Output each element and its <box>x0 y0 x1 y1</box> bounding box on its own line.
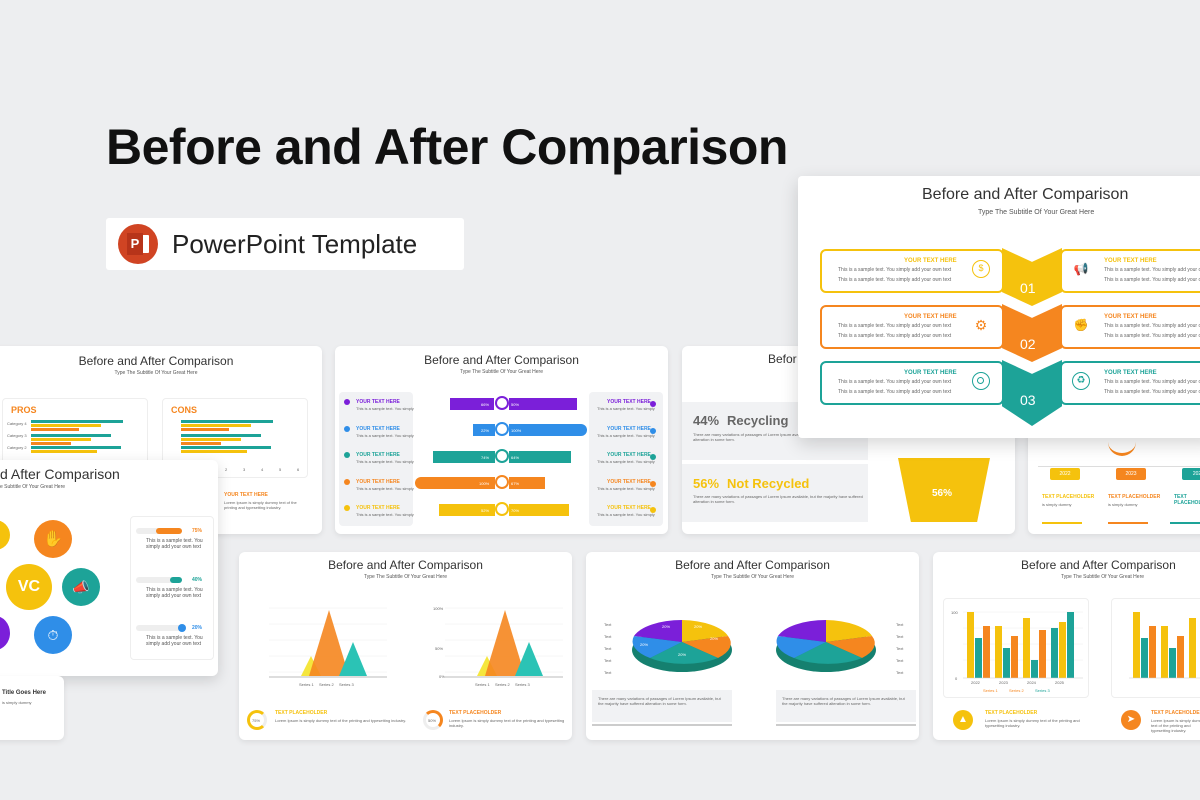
slide-featured-numbered[interactable]: Before and After Comparison Type The Sub… <box>798 176 1200 438</box>
slide-pie-charts[interactable]: Before and After Comparison Type The Sub… <box>586 552 919 740</box>
plant-icon: $ <box>972 260 990 278</box>
slide-bars-icons[interactable]: Before and After Comparison Type The Sub… <box>335 346 668 534</box>
powerpoint-logo-icon: P <box>118 224 158 264</box>
pros-panel: PROS Category 4 Category 3 Category 2 <box>2 398 148 478</box>
stopwatch-icon: ⏱ <box>34 616 72 654</box>
pie-chart-right <box>776 620 876 672</box>
recycle-cup <box>898 458 990 522</box>
recycle-icon: ♻ <box>1072 372 1090 390</box>
featured-subtitle: Type The Subtitle Of Your Great Here <box>978 209 1095 216</box>
triangle-chart-right <box>445 607 563 678</box>
megaphone-icon: 📢 <box>1073 262 1089 276</box>
rocket-icon: ➤ <box>1121 710 1141 730</box>
rocket-icon: ▲ <box>953 710 973 730</box>
template-badge: P PowerPoint Template <box>106 218 464 270</box>
recycling-slide-title: Befor <box>768 352 797 366</box>
bar-chart-left <box>963 611 1083 679</box>
triangle-chart-left <box>269 607 387 678</box>
cons-panel: CONS 2 3 4 5 6 <box>162 398 308 478</box>
target-icon <box>972 372 990 390</box>
badge-label: PowerPoint Template <box>172 228 418 259</box>
hero-title: Before and After Comparison <box>106 119 788 175</box>
slide-bar-charts[interactable]: Before and After Comparison Type The Sub… <box>933 552 1200 740</box>
slide-cycle[interactable]: d After Comparison e Subtitle Of Your Gr… <box>0 460 218 676</box>
featured-title: Before and After Comparison <box>922 186 1129 203</box>
slide-title-goes-here[interactable]: Title Goes Here is simply dummy <box>0 676 64 740</box>
fist-icon: ✊ <box>1073 318 1089 332</box>
slide-triangle-charts[interactable]: Before and After Comparison Type The Sub… <box>239 552 572 740</box>
pie-chart-left <box>632 620 732 672</box>
gear-icon: ⚙ <box>974 317 988 333</box>
hand-icon: ✋ <box>34 520 72 558</box>
bar-chart-right <box>1129 612 1200 679</box>
megaphone-icon: 📣 <box>62 568 100 606</box>
